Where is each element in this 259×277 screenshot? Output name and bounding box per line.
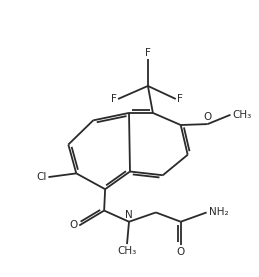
Text: O: O [204, 112, 212, 122]
Text: F: F [111, 94, 117, 104]
Text: O: O [69, 220, 77, 230]
Text: O: O [177, 247, 185, 257]
Text: CH₃: CH₃ [117, 246, 137, 256]
Text: Cl: Cl [37, 172, 47, 182]
Text: NH₂: NH₂ [209, 207, 228, 217]
Text: N: N [125, 211, 133, 220]
Text: CH₃: CH₃ [233, 110, 252, 120]
Text: F: F [145, 48, 151, 58]
Text: F: F [177, 94, 183, 104]
